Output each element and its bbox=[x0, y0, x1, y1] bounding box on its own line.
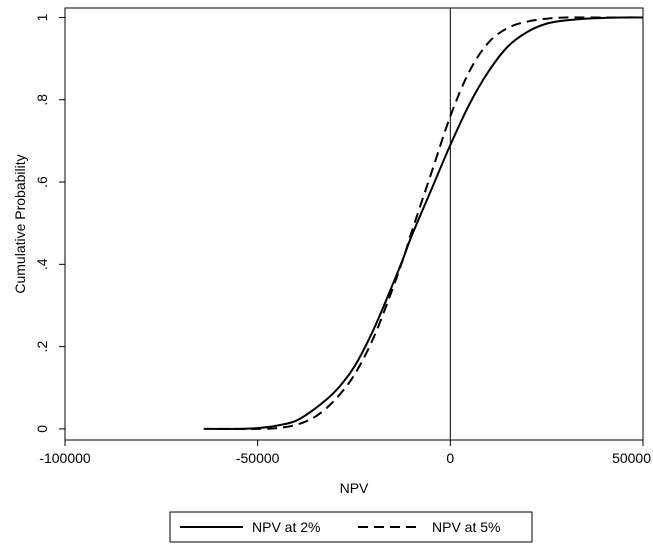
y-tick-label: .2 bbox=[34, 341, 50, 353]
x-tick-label: -100000 bbox=[39, 450, 91, 466]
x-axis: -100000 -50000 0 50000 bbox=[39, 440, 651, 466]
y-tick-label: .8 bbox=[34, 94, 50, 106]
legend-label-npv-5: NPV at 5% bbox=[432, 519, 500, 535]
legend-label-npv-2: NPV at 2% bbox=[252, 519, 320, 535]
x-tick-label: 0 bbox=[446, 450, 454, 466]
series-line-npv-5 bbox=[219, 16, 643, 430]
x-tick-label: 50000 bbox=[612, 450, 651, 466]
series-line-npv-2 bbox=[203, 16, 644, 430]
plot-frame bbox=[64, 7, 644, 441]
y-tick-label: .4 bbox=[34, 258, 50, 270]
legend: NPV at 2% NPV at 5% bbox=[169, 511, 533, 543]
x-tick-label: -50000 bbox=[236, 450, 280, 466]
y-axis-title: Cumulative Probability bbox=[12, 154, 28, 293]
y-axis: 0 .2 .4 .6 .8 1 bbox=[34, 13, 65, 433]
series-group bbox=[203, 16, 644, 430]
y-tick-label: 0 bbox=[34, 425, 50, 433]
y-tick-label: .6 bbox=[34, 176, 50, 188]
y-tick-label: 1 bbox=[34, 13, 50, 21]
x-axis-title: NPV bbox=[340, 480, 369, 496]
